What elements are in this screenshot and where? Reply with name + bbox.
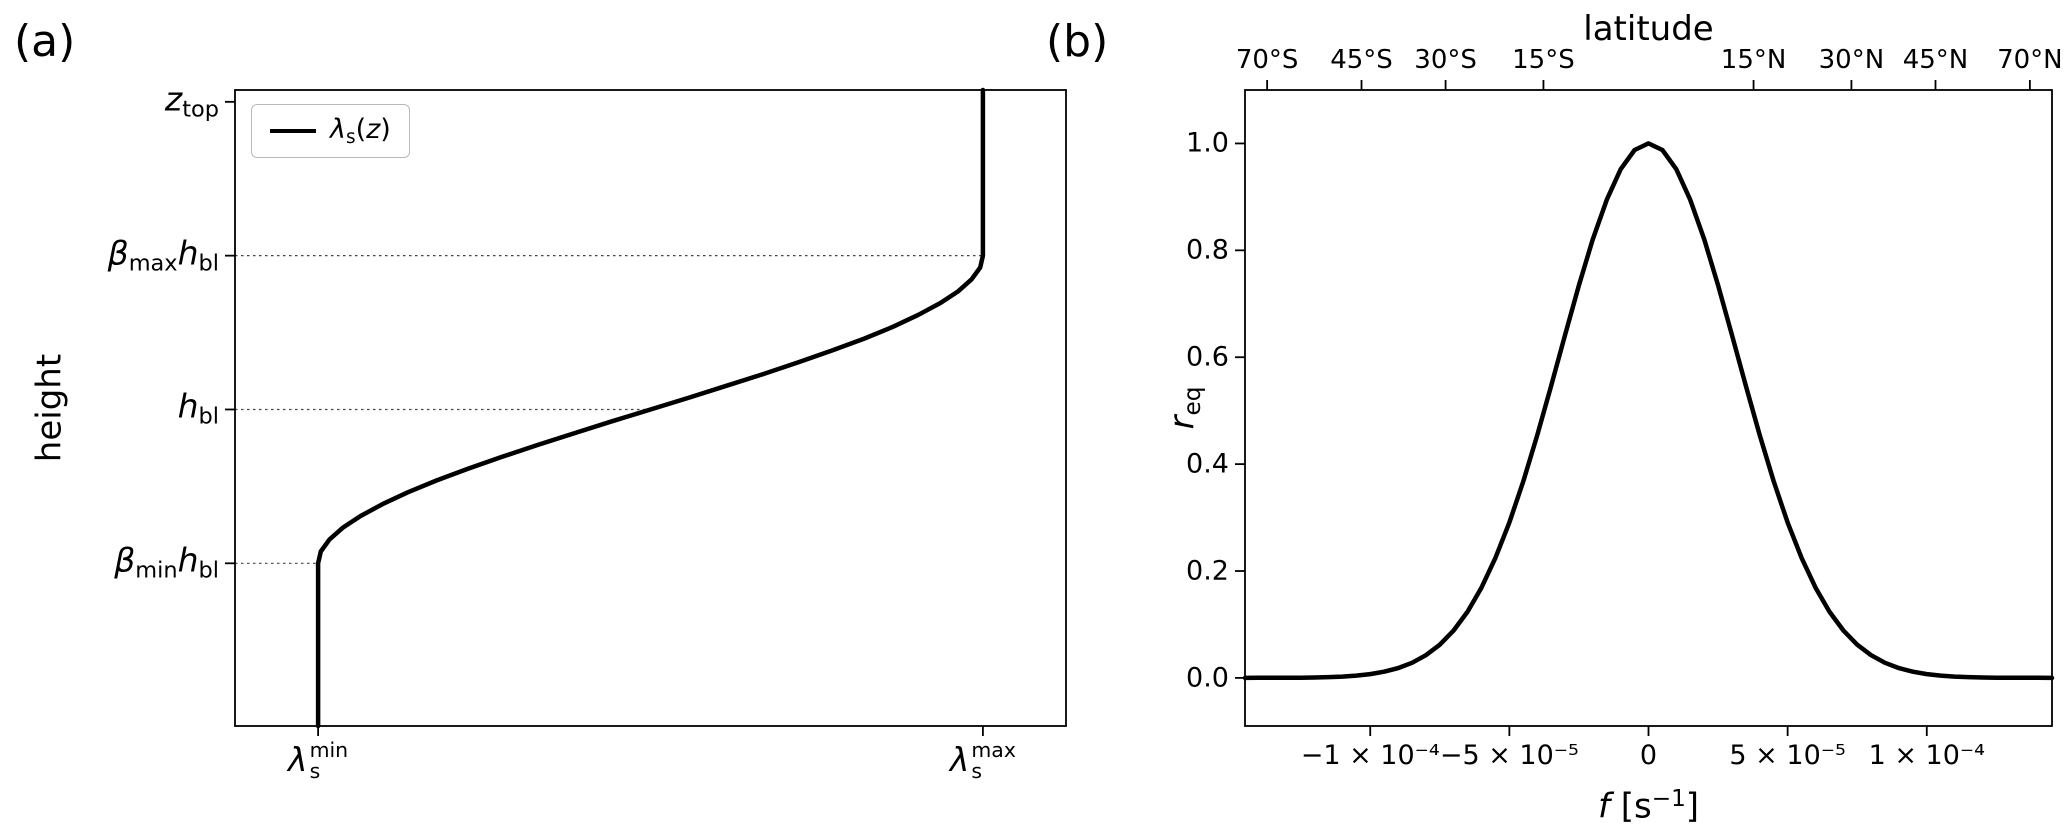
- a-curve: [315, 87, 986, 729]
- b-y-tick-label: 0.2: [1186, 555, 1229, 587]
- b-top-tick-label: 15°S: [1512, 45, 1575, 76]
- b-x-tick-label: 0: [1639, 740, 1658, 771]
- legend-line-sample: [270, 129, 316, 134]
- a-legend: λs(z): [251, 104, 410, 159]
- b-top-tick-label: 45°S: [1330, 45, 1393, 76]
- b-top-tick-label: 70°N: [1997, 45, 2063, 76]
- b-top-tick-label: 30°S: [1414, 45, 1477, 76]
- b-x-tick-label: 1 × 10⁻⁴: [1868, 740, 1985, 771]
- b-x-axis-label: f [s−1]: [1597, 786, 1700, 827]
- b-y-tick-label: 0.0: [1186, 662, 1229, 694]
- b-x-tick-label: 5 × 10⁻⁵: [1729, 740, 1846, 771]
- b-x-tick-label: −5 × 10⁻⁵: [1439, 740, 1579, 771]
- a-y-tick-label: βminhbl: [114, 540, 219, 585]
- b-top-axis-label: latitude: [1583, 9, 1714, 49]
- a-x-tick-label: λ min s: [288, 738, 349, 784]
- a-x-tick-label: λ max s: [949, 738, 1016, 784]
- a-y-axis-label: height: [29, 353, 70, 463]
- b-x-tick-label: −1 × 10⁻⁴: [1300, 740, 1440, 771]
- a-y-tick-label: hbl: [177, 386, 219, 431]
- panel-a-label: (a): [14, 16, 76, 67]
- a-axes-frame: [234, 89, 1067, 727]
- legend-label: λs(z): [330, 114, 391, 149]
- b-y-tick-label: 0.6: [1186, 341, 1229, 373]
- b-top-tick-label: 15°N: [1720, 45, 1787, 76]
- b-top-tick-label: 45°N: [1902, 45, 1969, 76]
- a-y-tick-label: βmaxhbl: [107, 233, 219, 277]
- b-top-tick-label: 30°N: [1818, 45, 1885, 76]
- b-y-tick-label: 0.8: [1186, 234, 1229, 266]
- b-y-axis-label: req: [1162, 386, 1206, 430]
- panel-b-label: (b): [1046, 16, 1109, 67]
- b-curve: [1242, 141, 2055, 681]
- b-y-tick-label: 1.0: [1186, 127, 1229, 159]
- a-y-tick-label: ztop: [164, 79, 219, 123]
- b-y-tick-label: 0.4: [1186, 448, 1229, 480]
- b-top-tick-label: 70°S: [1235, 45, 1299, 76]
